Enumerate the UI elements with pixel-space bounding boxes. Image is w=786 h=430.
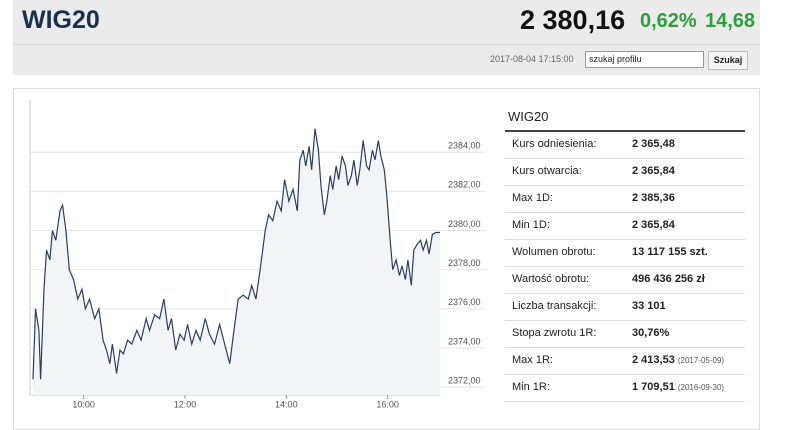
table-title: WIG20 [505,106,745,132]
row-label: Min 1D: [512,219,550,231]
table-row: Stopa zwrotu 1R: 30,76% [505,321,745,348]
value-cell: 2 413,53 (2017-05-09) [632,348,724,373]
table-row: Kurs odniesienia: 2 365,48 [505,132,745,159]
table-row: Max 1R: 2 413,53 (2017-05-09) [505,348,745,375]
row-value: 496 436 256 zł [632,273,705,285]
price: 2 380,16 [520,5,626,35]
value-cell: 30,76% [632,321,669,346]
row-label: Kurs otwarcia: [512,165,582,177]
separator [13,44,760,45]
x-tick-label: 10:00 [72,399,95,409]
header: WIG20 2 380,16 0,62% 14,68 2017-08-04 17… [13,0,760,75]
chart: 2372,00 2374,00 2376,00 2378,00 2380,00 2382,… [29,100,485,409]
table-row: Min 1R: 1 709,51 (2016-09-30) [505,375,745,402]
y-tick-label: 2380,00 [448,219,481,229]
search-input[interactable]: szukaj profilu [585,51,704,68]
price-line [32,128,440,380]
value-cell: 2 365,84 [632,213,675,238]
row-value: 13 117 155 szt. [632,246,708,258]
timestamp: 2017-08-04 17:15:00 [490,54,574,64]
y-tick-label: 2376,00 [448,297,481,307]
row-label: Liczba transakcji: [512,300,597,312]
row-label: Wartość obrotu: [512,273,590,285]
row-label: Max 1D: [512,192,553,204]
row-value: 2 365,84 [632,219,675,231]
value-cell: 2 365,84 [632,159,675,184]
area-fill [33,128,440,395]
table-row: Wartość obrotu: 496 436 256 zł [505,267,745,294]
x-tick-label: 14:00 [275,399,298,409]
value-cell: 2 385,36 [632,186,675,211]
table-body: Kurs odniesienia: 2 365,48 Kurs otwarcia: 2… [505,132,745,402]
row-value: 2 365,48 [632,138,675,150]
x-tick-label: 16:00 [376,399,399,409]
page: WIG20 2 380,16 0,62% 14,68 2017-08-04 17… [13,0,760,430]
row-value: 30,76% [632,327,670,339]
value-cell: 33 101 [632,294,666,319]
row-label: Kurs odniesienia: [512,138,597,150]
row-note: (2017-05-09) [677,356,725,365]
row-value: 2 413,53 [632,354,675,366]
change: 14,68 [705,10,756,32]
row-label: Max 1R: [512,354,553,366]
table-row: Min 1D: 2 365,84 [505,213,745,240]
row-label: Min 1R: [512,381,550,393]
value-cell: 2 365,48 [632,132,675,157]
x-tick-label: 12:00 [174,399,197,409]
row-label: Wolumen obrotu: [512,246,596,258]
quote-table: WIG20 Kurs odniesienia: 2 365,48 Kurs otwa… [505,106,745,402]
search-button[interactable]: Szukaj [708,51,748,70]
row-label: Stopa zwrotu 1R: [512,327,597,339]
change-pct: 0,62% [640,10,697,32]
table-row: Kurs otwarcia: 2 365,84 [505,159,745,186]
row-value: 2 385,36 [632,192,675,204]
row-value: 33 101 [632,300,666,312]
row-value: 1 709,51 [632,381,675,393]
title: WIG20 [22,6,100,34]
y-tick-label: 2378,00 [448,258,481,268]
value-cell: 1 709,51 (2016-09-30) [632,375,724,400]
row-note: (2016-09-30) [677,383,725,392]
table-row: Liczba transakcji: 33 101 [505,294,745,321]
y-tick-label: 2384,00 [448,141,481,151]
value-cell: 496 436 256 zł [632,267,705,292]
y-tick-label: 2382,00 [448,180,481,190]
row-value: 2 365,84 [632,165,675,177]
y-tick-label: 2372,00 [448,376,481,386]
value-cell: 13 117 155 szt. [632,240,708,265]
y-tick-label: 2374,00 [448,336,481,346]
table-row: Wolumen obrotu: 13 117 155 szt. [505,240,745,267]
table-row: Max 1D: 2 385,36 [505,186,745,213]
